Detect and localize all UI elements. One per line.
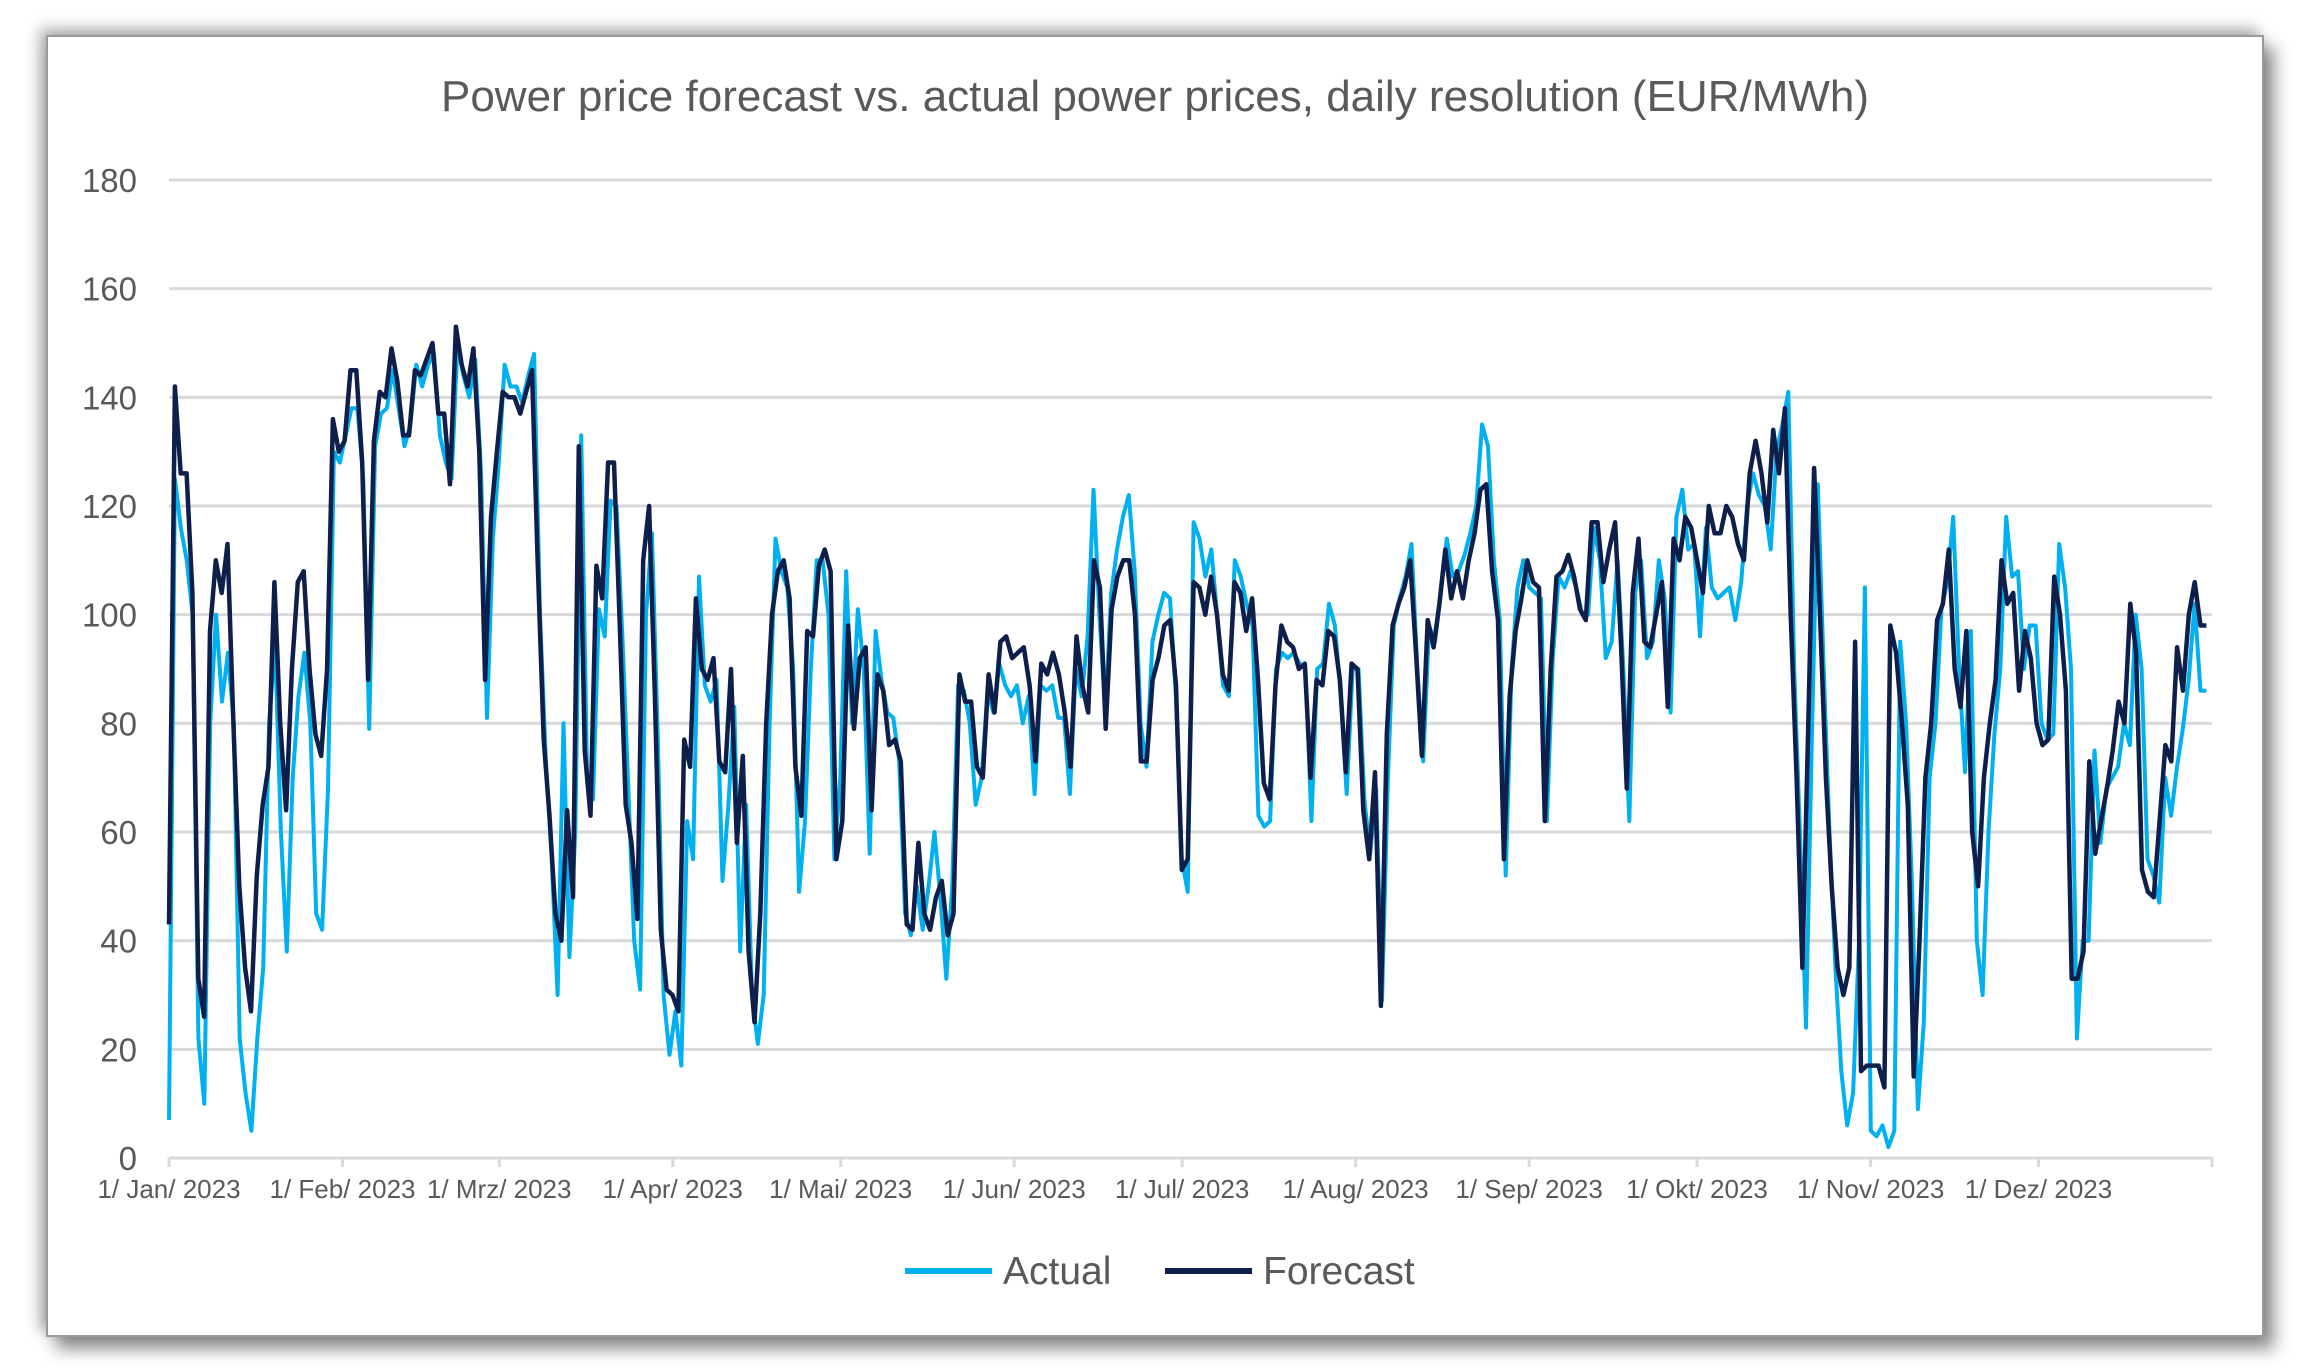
legend-item-actual: Actual: [905, 1250, 1111, 1293]
series-line-forecast: [166, 324, 2207, 1090]
y-tick-label: 20: [100, 1031, 137, 1068]
y-axis-ticks: 0 20 40 60 80 100 120 140 160 180: [82, 162, 137, 1177]
y-tick-label: 40: [100, 923, 137, 960]
x-tick-label: 1/ Dez/ 2023: [1965, 1174, 2112, 1204]
x-tick-label: 1/ Jun/ 2023: [943, 1174, 1086, 1204]
x-axis: 1/ Jan/ 2023 1/ Feb/ 2023 1/ Mrz/ 2023 1/ A…: [97, 1156, 2214, 1204]
y-tick-label: 140: [82, 379, 137, 416]
legend-label: Forecast: [1263, 1250, 1415, 1293]
x-tick-label: 1/ Aug/ 2023: [1283, 1174, 1429, 1204]
x-tick-label: 1/ Nov/ 2023: [1797, 1174, 1944, 1204]
x-tick-label: 1/ Mrz/ 2023: [427, 1174, 572, 1204]
x-tick-label: 1/ Mai/ 2023: [769, 1174, 912, 1204]
x-tick-label: 1/ Apr/ 2023: [603, 1174, 743, 1204]
y-tick-label: 80: [100, 705, 137, 742]
x-tick-label: 1/ Sep/ 2023: [1455, 1174, 1602, 1204]
series-lines: [166, 324, 2207, 1150]
y-tick-label: 160: [82, 271, 137, 308]
y-tick-label: 60: [100, 814, 137, 851]
y-tick-label: 120: [82, 488, 137, 525]
series-line-actual: [167, 341, 2207, 1150]
y-tick-label: 180: [82, 162, 137, 199]
x-tick-label: 1/ Jan/ 2023: [97, 1174, 240, 1204]
x-tick-label: 1/ Feb/ 2023: [270, 1174, 416, 1204]
legend-label: Actual: [1003, 1250, 1111, 1293]
legend: Actual Forecast: [905, 1250, 1415, 1293]
y-tick-label: 100: [82, 597, 137, 634]
legend-item-forecast: Forecast: [1165, 1250, 1415, 1293]
y-tick-label: 0: [119, 1140, 137, 1177]
x-tick-label: 1/ Okt/ 2023: [1626, 1174, 1768, 1204]
chart-title: Power price forecast vs. actual power pr…: [441, 72, 1869, 121]
x-tick-label: 1/ Jul/ 2023: [1115, 1174, 1249, 1204]
